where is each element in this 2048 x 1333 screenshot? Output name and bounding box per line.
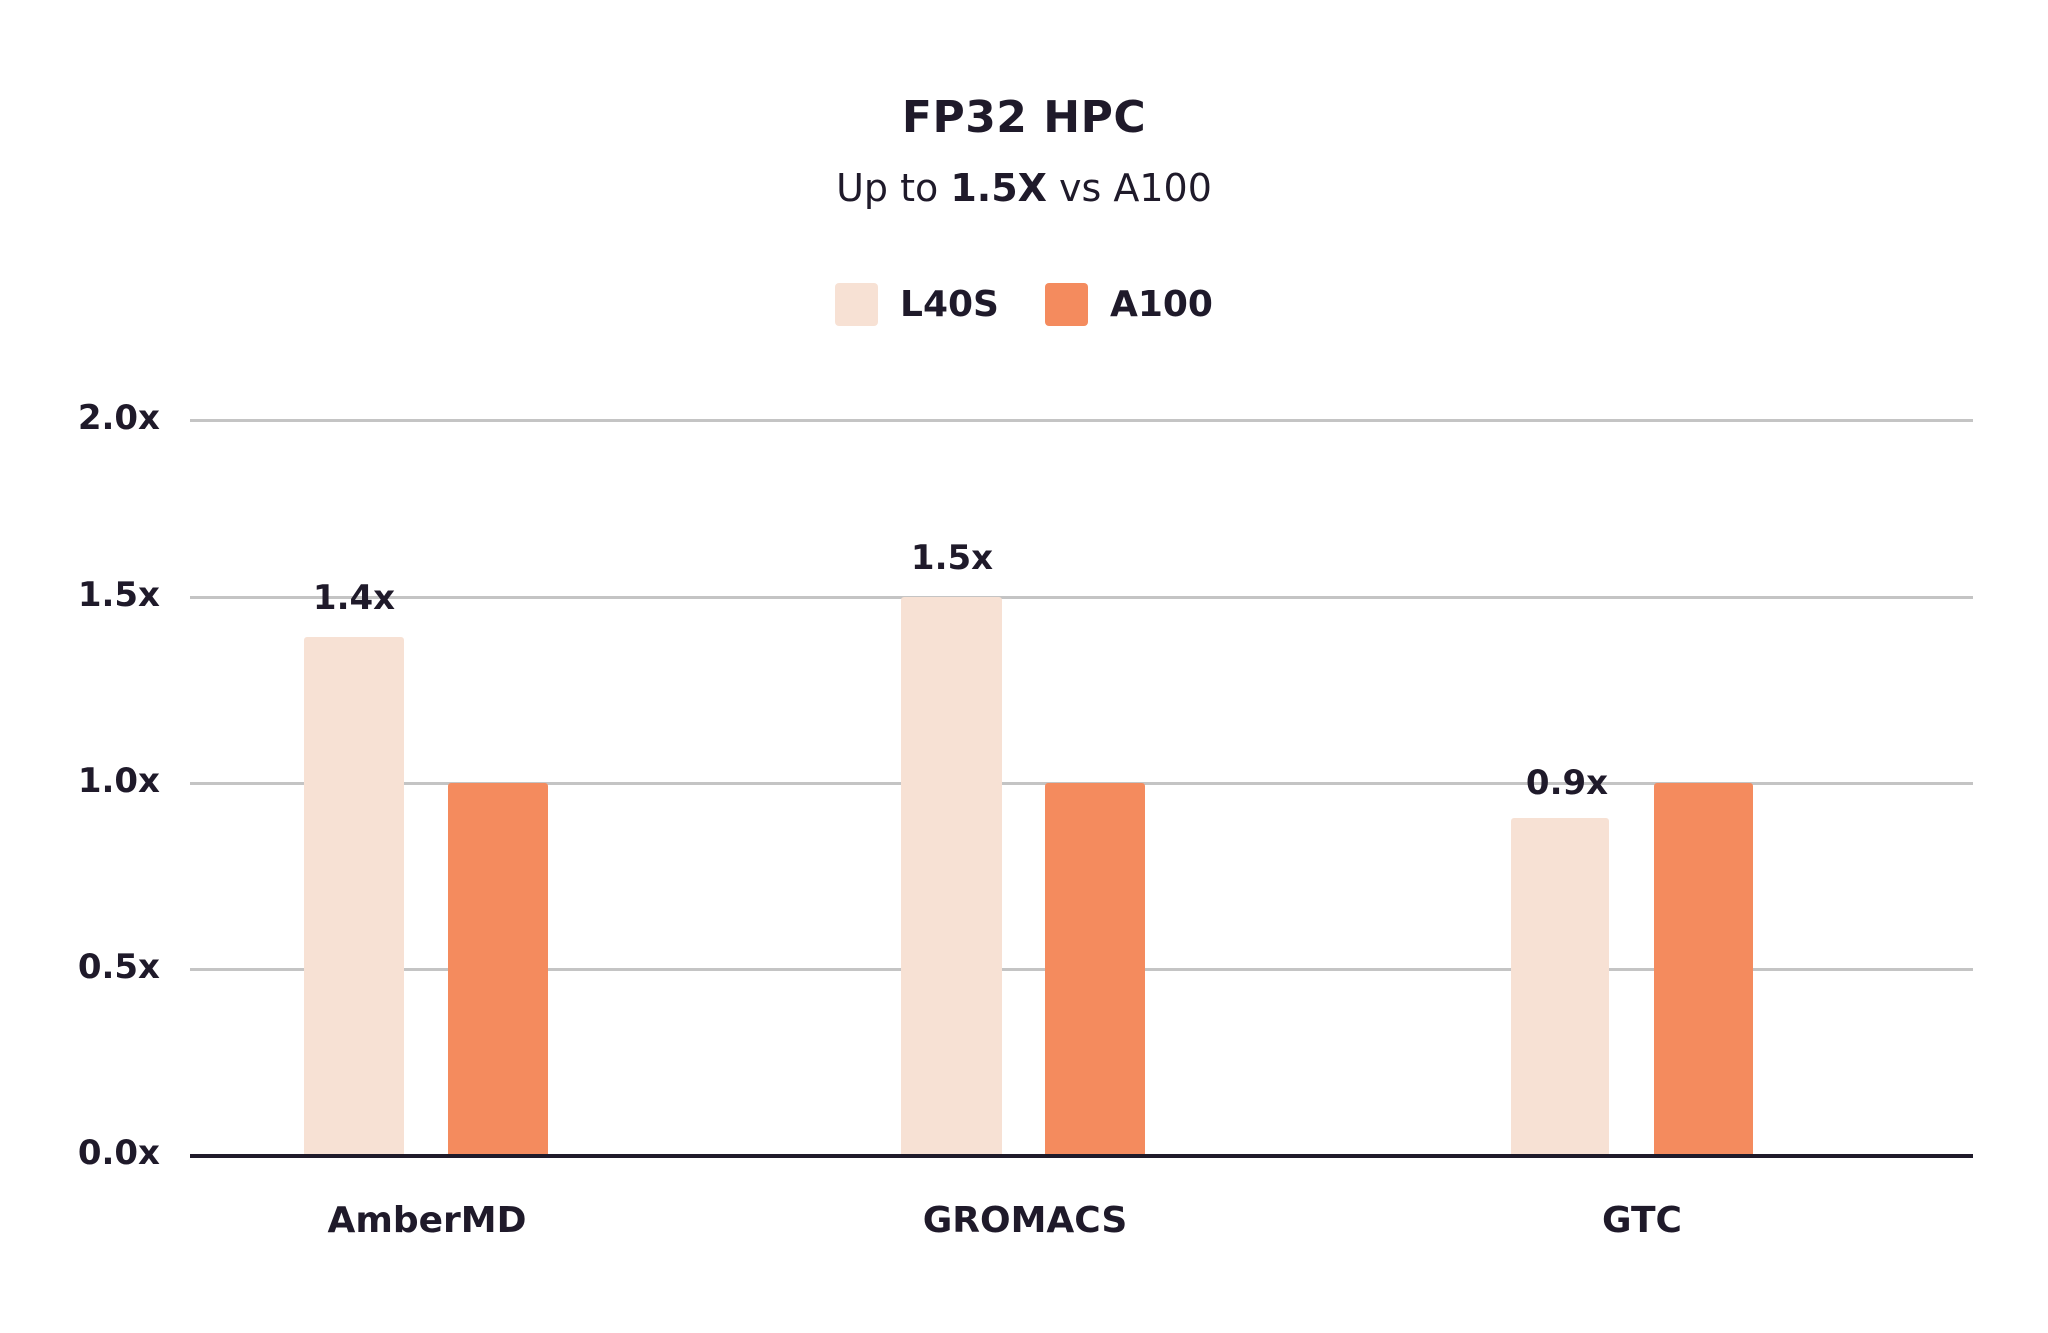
category-label-gtc: GTC [1602,1200,1682,1241]
category-label-ambermd: AmberMD [327,1200,527,1241]
legend: L40S A100 [0,283,2048,326]
chart-title: FP32 HPC [901,92,1147,143]
bar-ambermd-l40s [304,637,404,1156]
gridline-1-5 [190,596,1973,599]
bar-gtc-l40s [1511,818,1609,1156]
y-tick-2-0: 2.0x [77,398,160,438]
bar-gromacs-l40s [901,597,1002,1156]
y-tick-1-5: 1.5x [77,575,160,615]
legend-item-a100: A100 [1044,283,1213,326]
value-label-ambermd-l40s: 1.4x [312,578,396,618]
y-tick-0-0: 0.0x [77,1133,160,1173]
legend-label-l40s: L40S [900,284,999,325]
category-label-gromacs: GROMACS [922,1200,1128,1241]
y-tick-0-5: 0.5x [77,947,160,987]
legend-swatch-l40s [835,283,878,326]
bar-gromacs-a100 [1045,783,1145,1156]
x-axis-baseline [190,1154,1973,1158]
subtitle-highlight: 1.5X [950,166,1047,210]
subtitle-suffix: vs A100 [1046,166,1212,210]
gridline-2-0 [190,419,1973,422]
value-label-gtc-l40s: 0.9x [1525,763,1609,803]
chart-subtitle: Up to 1.5X vs A100 [0,166,2048,210]
legend-item-l40s: L40S [835,283,999,326]
legend-label-a100: A100 [1109,284,1213,325]
bar-ambermd-a100 [448,783,548,1156]
value-label-gromacs-l40s: 1.5x [910,538,994,578]
bar-gtc-a100 [1654,783,1753,1156]
subtitle-prefix: Up to [836,166,951,210]
legend-swatch-a100 [1044,283,1088,326]
y-tick-1-0: 1.0x [77,761,160,801]
